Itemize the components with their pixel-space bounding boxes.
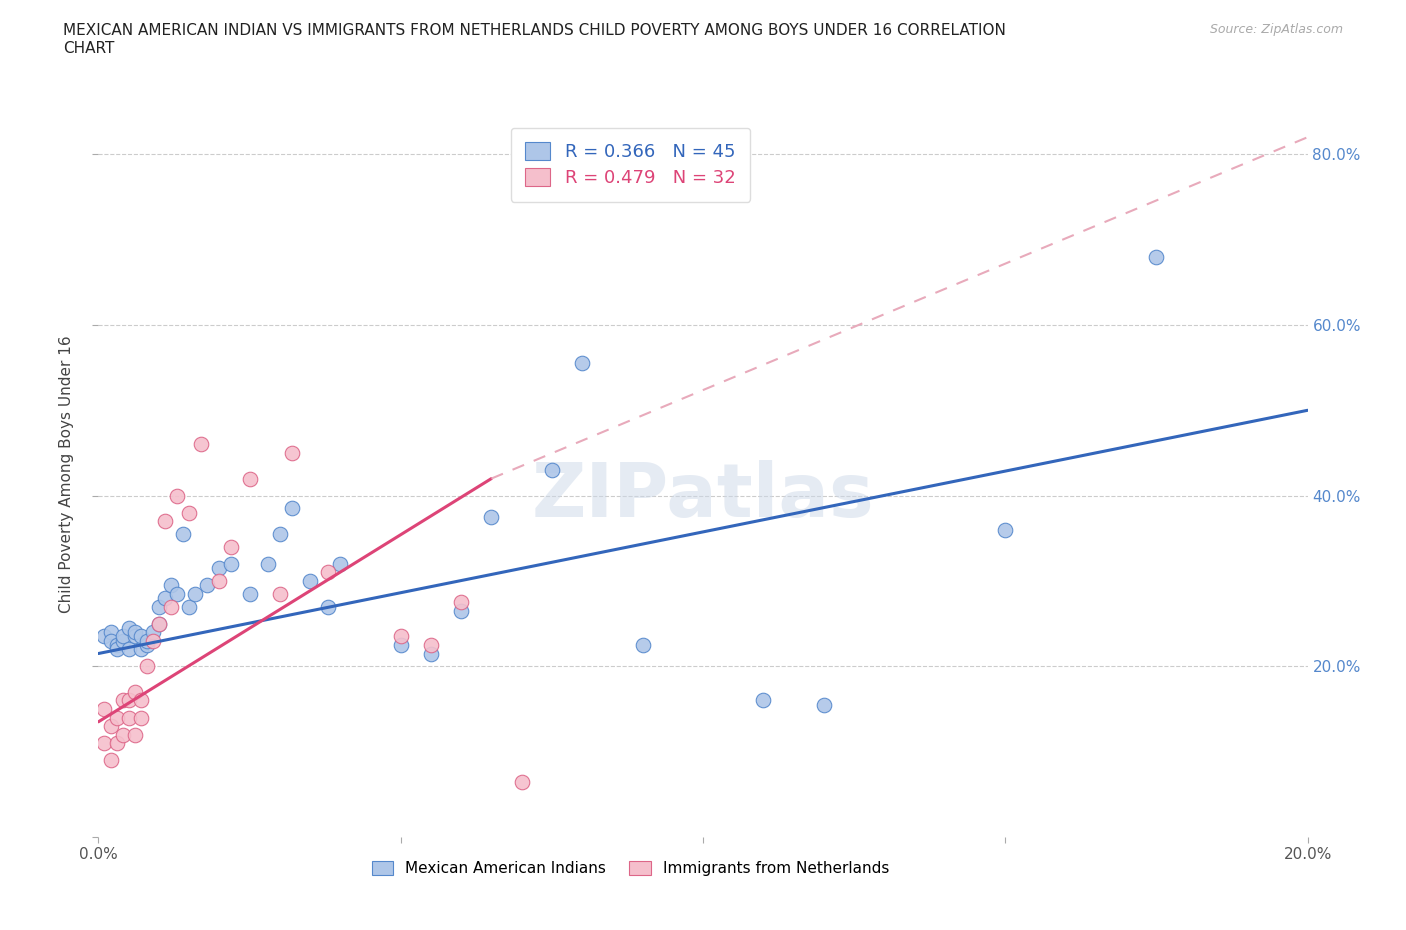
Point: [111, 633, 134, 648]
Point: [111, 693, 134, 708]
Point: [389, 638, 412, 653]
Point: [190, 437, 212, 452]
Point: [124, 727, 146, 742]
Point: [389, 629, 412, 644]
Point: [540, 462, 562, 477]
Point: [129, 693, 152, 708]
Point: [316, 599, 339, 614]
Point: [135, 638, 157, 653]
Point: [269, 586, 291, 601]
Point: [166, 488, 188, 503]
Point: [752, 693, 775, 708]
Point: [450, 604, 472, 618]
Text: ZIPatlas: ZIPatlas: [531, 459, 875, 533]
Point: [1144, 249, 1167, 264]
Point: [994, 523, 1017, 538]
Point: [813, 698, 835, 712]
Point: [111, 727, 134, 742]
Point: [281, 501, 304, 516]
Y-axis label: Child Poverty Among Boys Under 16: Child Poverty Among Boys Under 16: [59, 336, 75, 613]
Point: [195, 578, 218, 592]
Point: [221, 539, 243, 554]
Point: [316, 565, 339, 580]
Point: [299, 574, 322, 589]
Point: [148, 599, 170, 614]
Point: [329, 556, 352, 571]
Point: [142, 625, 165, 640]
Point: [129, 629, 152, 644]
Point: [129, 711, 152, 725]
Point: [166, 586, 188, 601]
Point: [450, 595, 472, 610]
Point: [172, 526, 194, 541]
Point: [100, 633, 122, 648]
Point: [93, 701, 115, 716]
Point: [510, 774, 533, 789]
Point: [100, 625, 122, 640]
Point: [269, 526, 291, 541]
Point: [571, 356, 593, 371]
Point: [135, 633, 157, 648]
Point: [239, 586, 262, 601]
Point: [105, 642, 128, 657]
Point: [111, 629, 134, 644]
Point: [118, 693, 141, 708]
Text: MEXICAN AMERICAN INDIAN VS IMMIGRANTS FROM NETHERLANDS CHILD POVERTY AMONG BOYS : MEXICAN AMERICAN INDIAN VS IMMIGRANTS FR…: [63, 23, 1007, 56]
Point: [93, 629, 115, 644]
Point: [239, 472, 262, 486]
Point: [118, 642, 141, 657]
Point: [93, 736, 115, 751]
Point: [135, 658, 157, 673]
Point: [148, 617, 170, 631]
Point: [124, 625, 146, 640]
Point: [420, 638, 443, 653]
Point: [105, 736, 128, 751]
Point: [148, 617, 170, 631]
Text: Source: ZipAtlas.com: Source: ZipAtlas.com: [1209, 23, 1343, 36]
Point: [160, 578, 183, 592]
Point: [631, 638, 654, 653]
Point: [208, 574, 231, 589]
Point: [124, 629, 146, 644]
Point: [142, 633, 165, 648]
Point: [118, 620, 141, 635]
Point: [208, 561, 231, 576]
Point: [179, 599, 201, 614]
Legend: Mexican American Indians, Immigrants from Netherlands: Mexican American Indians, Immigrants fro…: [364, 853, 897, 884]
Point: [281, 445, 304, 460]
Point: [153, 513, 176, 528]
Point: [481, 510, 503, 525]
Point: [105, 711, 128, 725]
Point: [100, 719, 122, 734]
Point: [221, 556, 243, 571]
Point: [118, 711, 141, 725]
Point: [420, 646, 443, 661]
Point: [184, 586, 207, 601]
Point: [100, 752, 122, 767]
Point: [256, 556, 278, 571]
Point: [179, 505, 201, 520]
Point: [124, 684, 146, 699]
Point: [129, 642, 152, 657]
Point: [160, 599, 183, 614]
Point: [153, 591, 176, 605]
Point: [105, 638, 128, 653]
